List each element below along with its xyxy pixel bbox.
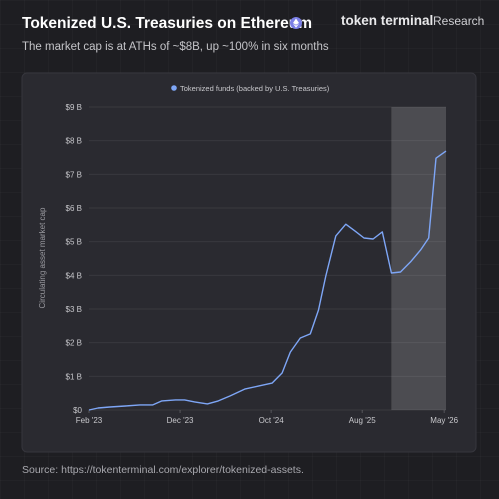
brand: token terminal [341,13,433,28]
panel [21,72,477,453]
y-tick-label: $7 B [66,170,82,179]
y-tick-label: $0 [73,406,82,415]
y-tick-label: $8 B [66,137,82,146]
x-tick-label: May '26 [430,416,458,425]
y-tick-label: $1 B [66,372,82,381]
brand-suffix: Research [433,14,484,28]
y-tick-label: $5 B [66,238,82,247]
x-tick-label: Dec '23 [167,416,194,425]
x-tick-label: Feb '23 [76,416,103,425]
x-tick-label: Aug '25 [349,416,376,425]
subtitle: The market cap is at ATHs of ~$8B, up ~1… [22,41,329,53]
y-tick-label: $2 B [66,339,82,348]
y-tick-label: $6 B [66,204,82,213]
data-line [88,150,447,411]
eth-icon [290,17,302,29]
highlight-region [391,107,446,410]
x-tick-label: Oct '24 [259,416,285,425]
source: Source: https://tokenterminal.com/explor… [22,464,304,476]
y-tick-label: $3 B [66,305,82,314]
legend-marker [171,85,177,91]
title: Tokenized U.S. Treasuries on Ethereum [22,15,312,32]
y-tick-label: $4 B [66,271,82,280]
y-tick-label: $9 B [66,103,82,112]
legend-label: Tokenized funds (backed by U.S. Treasuri… [180,84,330,93]
y-axis-title: Circulating asset market cap [38,207,47,308]
